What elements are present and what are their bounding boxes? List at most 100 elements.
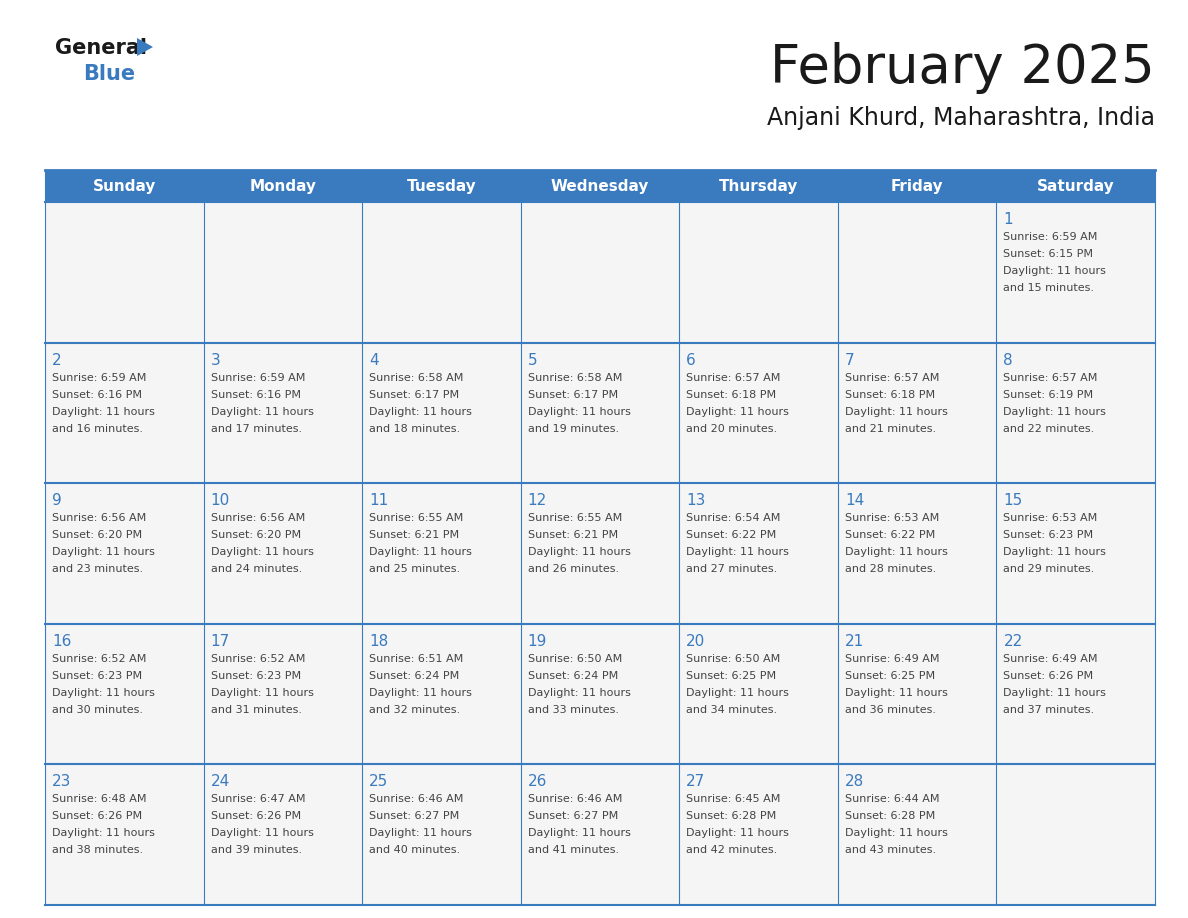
Text: Sunset: 6:28 PM: Sunset: 6:28 PM [687, 812, 777, 822]
Text: and 16 minutes.: and 16 minutes. [52, 423, 143, 433]
Text: Sunset: 6:26 PM: Sunset: 6:26 PM [210, 812, 301, 822]
Bar [838, 170, 997, 202]
Text: Daylight: 11 hours: Daylight: 11 hours [52, 407, 154, 417]
Text: Friday: Friday [891, 178, 943, 194]
Text: 25: 25 [369, 775, 388, 789]
Text: Sunset: 6:24 PM: Sunset: 6:24 PM [527, 671, 618, 681]
Text: 19: 19 [527, 633, 548, 649]
Text: Sunset: 6:25 PM: Sunset: 6:25 PM [845, 671, 935, 681]
Bar [203, 170, 362, 202]
Text: Sunrise: 6:49 AM: Sunrise: 6:49 AM [845, 654, 940, 664]
Text: Anjani Khurd, Maharashtra, India: Anjani Khurd, Maharashtra, India [767, 106, 1155, 130]
Text: and 17 minutes.: and 17 minutes. [210, 423, 302, 433]
Text: Daylight: 11 hours: Daylight: 11 hours [527, 688, 631, 698]
Text: Sunset: 6:22 PM: Sunset: 6:22 PM [845, 531, 935, 540]
Text: Sunset: 6:27 PM: Sunset: 6:27 PM [369, 812, 460, 822]
Text: 6: 6 [687, 353, 696, 367]
Text: and 23 minutes.: and 23 minutes. [52, 565, 143, 574]
Text: 10: 10 [210, 493, 229, 509]
Text: and 19 minutes.: and 19 minutes. [527, 423, 619, 433]
Bar [520, 342, 680, 483]
Bar [520, 202, 680, 342]
Text: Daylight: 11 hours: Daylight: 11 hours [369, 688, 472, 698]
Text: Sunset: 6:18 PM: Sunset: 6:18 PM [687, 389, 777, 399]
Bar [45, 483, 203, 624]
Bar [680, 170, 838, 202]
Text: 24: 24 [210, 775, 229, 789]
Text: General: General [55, 38, 147, 58]
Text: Sunrise: 6:46 AM: Sunrise: 6:46 AM [369, 794, 463, 804]
Text: 7: 7 [845, 353, 854, 367]
Text: Daylight: 11 hours: Daylight: 11 hours [687, 828, 789, 838]
Text: Sunset: 6:18 PM: Sunset: 6:18 PM [845, 389, 935, 399]
Text: and 33 minutes.: and 33 minutes. [527, 705, 619, 715]
Text: Daylight: 11 hours: Daylight: 11 hours [210, 688, 314, 698]
Text: Daylight: 11 hours: Daylight: 11 hours [845, 407, 948, 417]
Text: Sunset: 6:19 PM: Sunset: 6:19 PM [1004, 389, 1093, 399]
Bar [520, 624, 680, 765]
Text: Sunset: 6:23 PM: Sunset: 6:23 PM [210, 671, 301, 681]
Text: Daylight: 11 hours: Daylight: 11 hours [687, 547, 789, 557]
Text: Sunrise: 6:53 AM: Sunrise: 6:53 AM [1004, 513, 1098, 523]
Text: Sunrise: 6:57 AM: Sunrise: 6:57 AM [687, 373, 781, 383]
Text: Wednesday: Wednesday [551, 178, 649, 194]
Text: Sunrise: 6:52 AM: Sunrise: 6:52 AM [52, 654, 146, 664]
Text: Daylight: 11 hours: Daylight: 11 hours [369, 828, 472, 838]
Text: February 2025: February 2025 [770, 42, 1155, 94]
Bar [203, 483, 362, 624]
Text: 28: 28 [845, 775, 864, 789]
Text: Sunset: 6:16 PM: Sunset: 6:16 PM [210, 389, 301, 399]
Text: Blue: Blue [83, 64, 135, 84]
Text: Sunrise: 6:48 AM: Sunrise: 6:48 AM [52, 794, 146, 804]
Text: and 31 minutes.: and 31 minutes. [210, 705, 302, 715]
Text: Daylight: 11 hours: Daylight: 11 hours [369, 407, 472, 417]
Text: 23: 23 [52, 775, 71, 789]
Bar [203, 765, 362, 905]
Text: 13: 13 [687, 493, 706, 509]
Bar [838, 342, 997, 483]
Bar [45, 765, 203, 905]
Bar [838, 765, 997, 905]
Text: Daylight: 11 hours: Daylight: 11 hours [527, 828, 631, 838]
Text: Sunrise: 6:50 AM: Sunrise: 6:50 AM [527, 654, 623, 664]
Bar [362, 765, 520, 905]
Text: 12: 12 [527, 493, 546, 509]
Text: and 15 minutes.: and 15 minutes. [1004, 283, 1094, 293]
Text: Daylight: 11 hours: Daylight: 11 hours [210, 828, 314, 838]
Bar [997, 483, 1155, 624]
Text: Daylight: 11 hours: Daylight: 11 hours [845, 547, 948, 557]
Text: Daylight: 11 hours: Daylight: 11 hours [1004, 688, 1106, 698]
Text: and 18 minutes.: and 18 minutes. [369, 423, 460, 433]
Text: Sunrise: 6:57 AM: Sunrise: 6:57 AM [845, 373, 940, 383]
Text: Sunrise: 6:45 AM: Sunrise: 6:45 AM [687, 794, 781, 804]
Text: Daylight: 11 hours: Daylight: 11 hours [52, 547, 154, 557]
Text: and 30 minutes.: and 30 minutes. [52, 705, 143, 715]
Text: 5: 5 [527, 353, 537, 367]
Text: Daylight: 11 hours: Daylight: 11 hours [369, 547, 472, 557]
Bar [362, 202, 520, 342]
Text: 8: 8 [1004, 353, 1013, 367]
Text: Sunrise: 6:58 AM: Sunrise: 6:58 AM [369, 373, 463, 383]
Text: Daylight: 11 hours: Daylight: 11 hours [845, 828, 948, 838]
Text: and 29 minutes.: and 29 minutes. [1004, 565, 1094, 574]
Text: Sunrise: 6:51 AM: Sunrise: 6:51 AM [369, 654, 463, 664]
Text: Sunset: 6:27 PM: Sunset: 6:27 PM [527, 812, 618, 822]
Text: Thursday: Thursday [719, 178, 798, 194]
Text: and 40 minutes.: and 40 minutes. [369, 845, 460, 856]
Text: and 42 minutes.: and 42 minutes. [687, 845, 777, 856]
Text: 27: 27 [687, 775, 706, 789]
Bar [520, 170, 680, 202]
Text: Sunset: 6:17 PM: Sunset: 6:17 PM [527, 389, 618, 399]
Text: and 37 minutes.: and 37 minutes. [1004, 705, 1094, 715]
Bar [997, 342, 1155, 483]
Text: Sunset: 6:28 PM: Sunset: 6:28 PM [845, 812, 935, 822]
Bar [203, 342, 362, 483]
Text: 4: 4 [369, 353, 379, 367]
Text: Sunset: 6:23 PM: Sunset: 6:23 PM [1004, 531, 1093, 540]
Text: Sunrise: 6:55 AM: Sunrise: 6:55 AM [527, 513, 623, 523]
Text: and 38 minutes.: and 38 minutes. [52, 845, 143, 856]
Text: Sunset: 6:23 PM: Sunset: 6:23 PM [52, 671, 143, 681]
Bar [838, 624, 997, 765]
Text: Daylight: 11 hours: Daylight: 11 hours [845, 688, 948, 698]
Text: and 34 minutes.: and 34 minutes. [687, 705, 777, 715]
